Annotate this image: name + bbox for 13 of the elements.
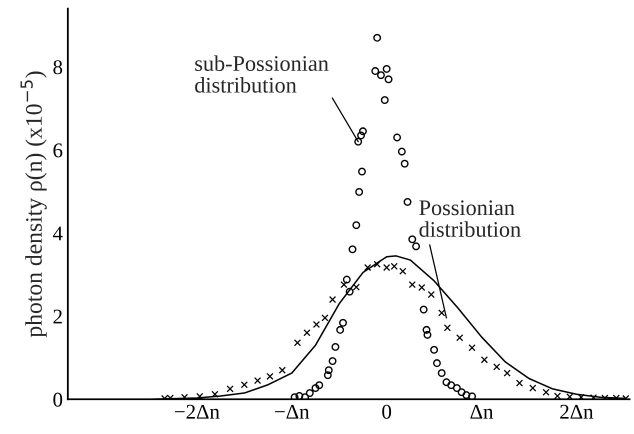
x-tick-label: −2Δn xyxy=(174,404,220,419)
x-tick-label: 0 xyxy=(382,404,392,419)
y-tick-label: 0 xyxy=(53,392,62,407)
y-tick-label: 6 xyxy=(53,143,62,158)
y-axis-title: photon density ρ(n) (x10$^{−5}$) xyxy=(20,71,47,338)
y-tick-label: 8 xyxy=(53,60,62,74)
x-tick-label: −Δn xyxy=(275,404,310,419)
y-tick-label: 2 xyxy=(53,310,62,324)
annotation: sub-Possionian distribution xyxy=(195,55,329,93)
x-tick-label: 2Δn xyxy=(560,404,594,419)
y-tick-label: 4 xyxy=(52,226,63,240)
x-tick-label: Δn xyxy=(470,404,494,419)
annotation: Possionian distribution xyxy=(419,200,521,237)
